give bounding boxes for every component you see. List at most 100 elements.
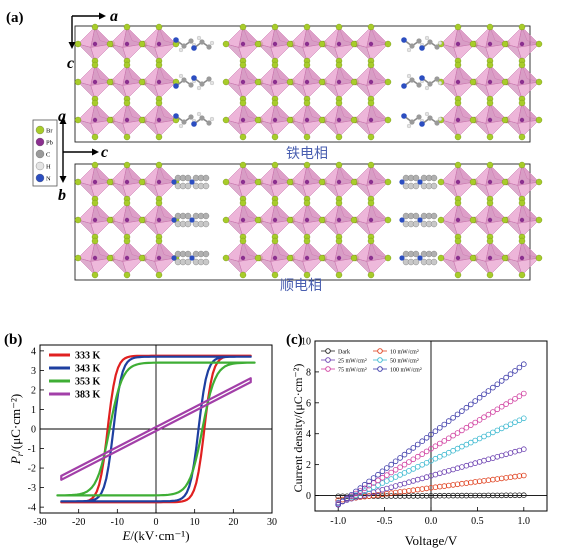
axis-label-c-top: c: [67, 55, 74, 72]
x-tick-label: 10: [190, 517, 200, 528]
svg-text:353 K: 353 K: [75, 377, 101, 388]
y-tick-label: -1: [28, 444, 36, 455]
pbbr6-octahedron: [222, 61, 264, 103]
legend-c: Dark 10 mW/cm² 25 mW/cm² 50 mW/cm² 75 mW/cm²…: [321, 348, 422, 373]
svg-text:383 K: 383 K: [75, 390, 101, 401]
x-tick-label: -20: [72, 517, 85, 528]
y-tick-label: 4: [31, 346, 36, 357]
pbbr6-octahedron: [106, 61, 148, 103]
organic-cation: [419, 75, 443, 91]
pbbr6-octahedron: [286, 199, 328, 241]
pbbr6-octahedron: [318, 23, 360, 65]
pbbr6-octahedron: [469, 237, 511, 279]
disordered-cation: [189, 250, 210, 266]
panel-c-current-density-chart: (c) -1.0 -0.5 0.0 0.5 1.0 0 2 4 6 8 10 Dark 10 mW/c…: [286, 332, 548, 548]
legend-entry-c: 10 mW/cm²: [373, 348, 419, 355]
legend-entry-b: 343 K: [49, 364, 101, 375]
pbbr6-octahedron: [74, 161, 116, 203]
legend-item-h: H: [35, 161, 51, 171]
y-tick-label: -3: [28, 483, 36, 494]
x-axis-label-c: Voltage/V: [405, 533, 458, 548]
legend-entry-c: Dark: [321, 348, 350, 355]
ticks-c: -1.0 -0.5 0.0 0.5 1.0 0 2 4 6 8 10: [301, 337, 530, 528]
y-tick-label: 1: [31, 405, 36, 416]
organic-cation: [191, 111, 215, 127]
x-tick-label: 1.0: [518, 516, 531, 527]
pbbr6-octahedron: [350, 99, 392, 141]
legend-item-br: Br: [35, 125, 53, 135]
x-tick-label: -30: [33, 517, 46, 528]
panel-a-crystal-structure: (a) a c Br Pb CHN a c b: [6, 8, 543, 294]
pbbr6-octahedron: [350, 199, 392, 241]
ferroelectric-structure: [74, 23, 543, 143]
y-tick-label: 4: [306, 429, 311, 440]
y-axis-label-b: Pr/(μC·cm⁻²): [8, 394, 25, 465]
organic-cation: [419, 35, 443, 51]
legend-entry-b: 383 K: [49, 390, 101, 401]
disordered-cation: [417, 212, 438, 228]
svg-text:Pb: Pb: [46, 140, 53, 147]
axes-b: [40, 345, 272, 513]
legend-item-n: N: [35, 173, 51, 183]
disordered-cation: [399, 250, 420, 266]
pbbr6-octahedron: [138, 237, 180, 279]
y-tick-label: 10: [301, 337, 311, 348]
top-axis-indicator: a c: [67, 8, 118, 72]
pbbr6-octahedron: [469, 23, 511, 65]
svg-text:10 mW/cm²: 10 mW/cm²: [390, 349, 419, 355]
pbbr6-octahedron: [254, 61, 296, 103]
pbbr6-octahedron: [138, 161, 180, 203]
disordered-cation: [399, 212, 420, 228]
organic-cation: [401, 73, 425, 89]
svg-text:343 K: 343 K: [75, 364, 101, 375]
legend-item-c: C: [35, 149, 50, 159]
y-tick-label: -4: [28, 503, 36, 514]
pbbr6-octahedron: [437, 61, 479, 103]
axis-label-c-mid: c: [101, 144, 108, 161]
pbbr6-octahedron: [501, 161, 543, 203]
x-tick-label: 0: [154, 517, 159, 528]
disordered-cation: [417, 174, 438, 190]
pbbr6-octahedron: [286, 237, 328, 279]
pbbr6-octahedron: [501, 199, 543, 241]
pbbr6-octahedron: [469, 61, 511, 103]
pbbr6-octahedron: [106, 99, 148, 141]
panel-a-label: (a): [6, 10, 24, 26]
svg-text:50 mW/cm²: 50 mW/cm²: [390, 358, 419, 364]
organic-cation: [191, 75, 215, 91]
x-tick-label: 0.0: [425, 516, 438, 527]
series-markers-75: [335, 390, 527, 507]
pbbr6-octahedron: [350, 61, 392, 103]
x-tick-label: -0.5: [377, 516, 393, 527]
pbbr6-octahedron: [437, 199, 479, 241]
y-tick-label: 6: [306, 398, 311, 409]
legend-b: 333 K 343 K 353 K 383 K: [49, 351, 101, 401]
pbbr6-octahedron: [106, 23, 148, 65]
mid-axis-indicator: a c b: [58, 108, 108, 204]
legend-entry-c: 100 mW/cm²: [373, 366, 422, 373]
disordered-cation: [171, 250, 192, 266]
pbbr6-octahedron: [138, 99, 180, 141]
pbbr6-octahedron: [286, 161, 328, 203]
y-axis-label-c: Current density/(μC·cm⁻²): [291, 364, 305, 493]
svg-text:C: C: [46, 152, 50, 159]
organic-cation: [419, 111, 443, 127]
svg-text:Br: Br: [46, 128, 53, 135]
y-tick-label: 8: [306, 367, 311, 378]
pbbr6-octahedron: [501, 99, 543, 141]
y-tick-label: 2: [306, 460, 311, 471]
svg-text:333 K: 333 K: [75, 351, 101, 362]
pbbr6-octahedron: [222, 23, 264, 65]
pbbr6-octahedron: [254, 237, 296, 279]
pbbr6-octahedron: [74, 99, 116, 141]
svg-text:100 mW/cm²: 100 mW/cm²: [390, 367, 422, 373]
pbbr6-octahedron: [501, 61, 543, 103]
x-tick-label: 20: [228, 517, 238, 528]
disordered-cation: [189, 212, 210, 228]
pbbr6-octahedron: [350, 23, 392, 65]
series-b: [56, 354, 256, 504]
pbbr6-octahedron: [138, 199, 180, 241]
